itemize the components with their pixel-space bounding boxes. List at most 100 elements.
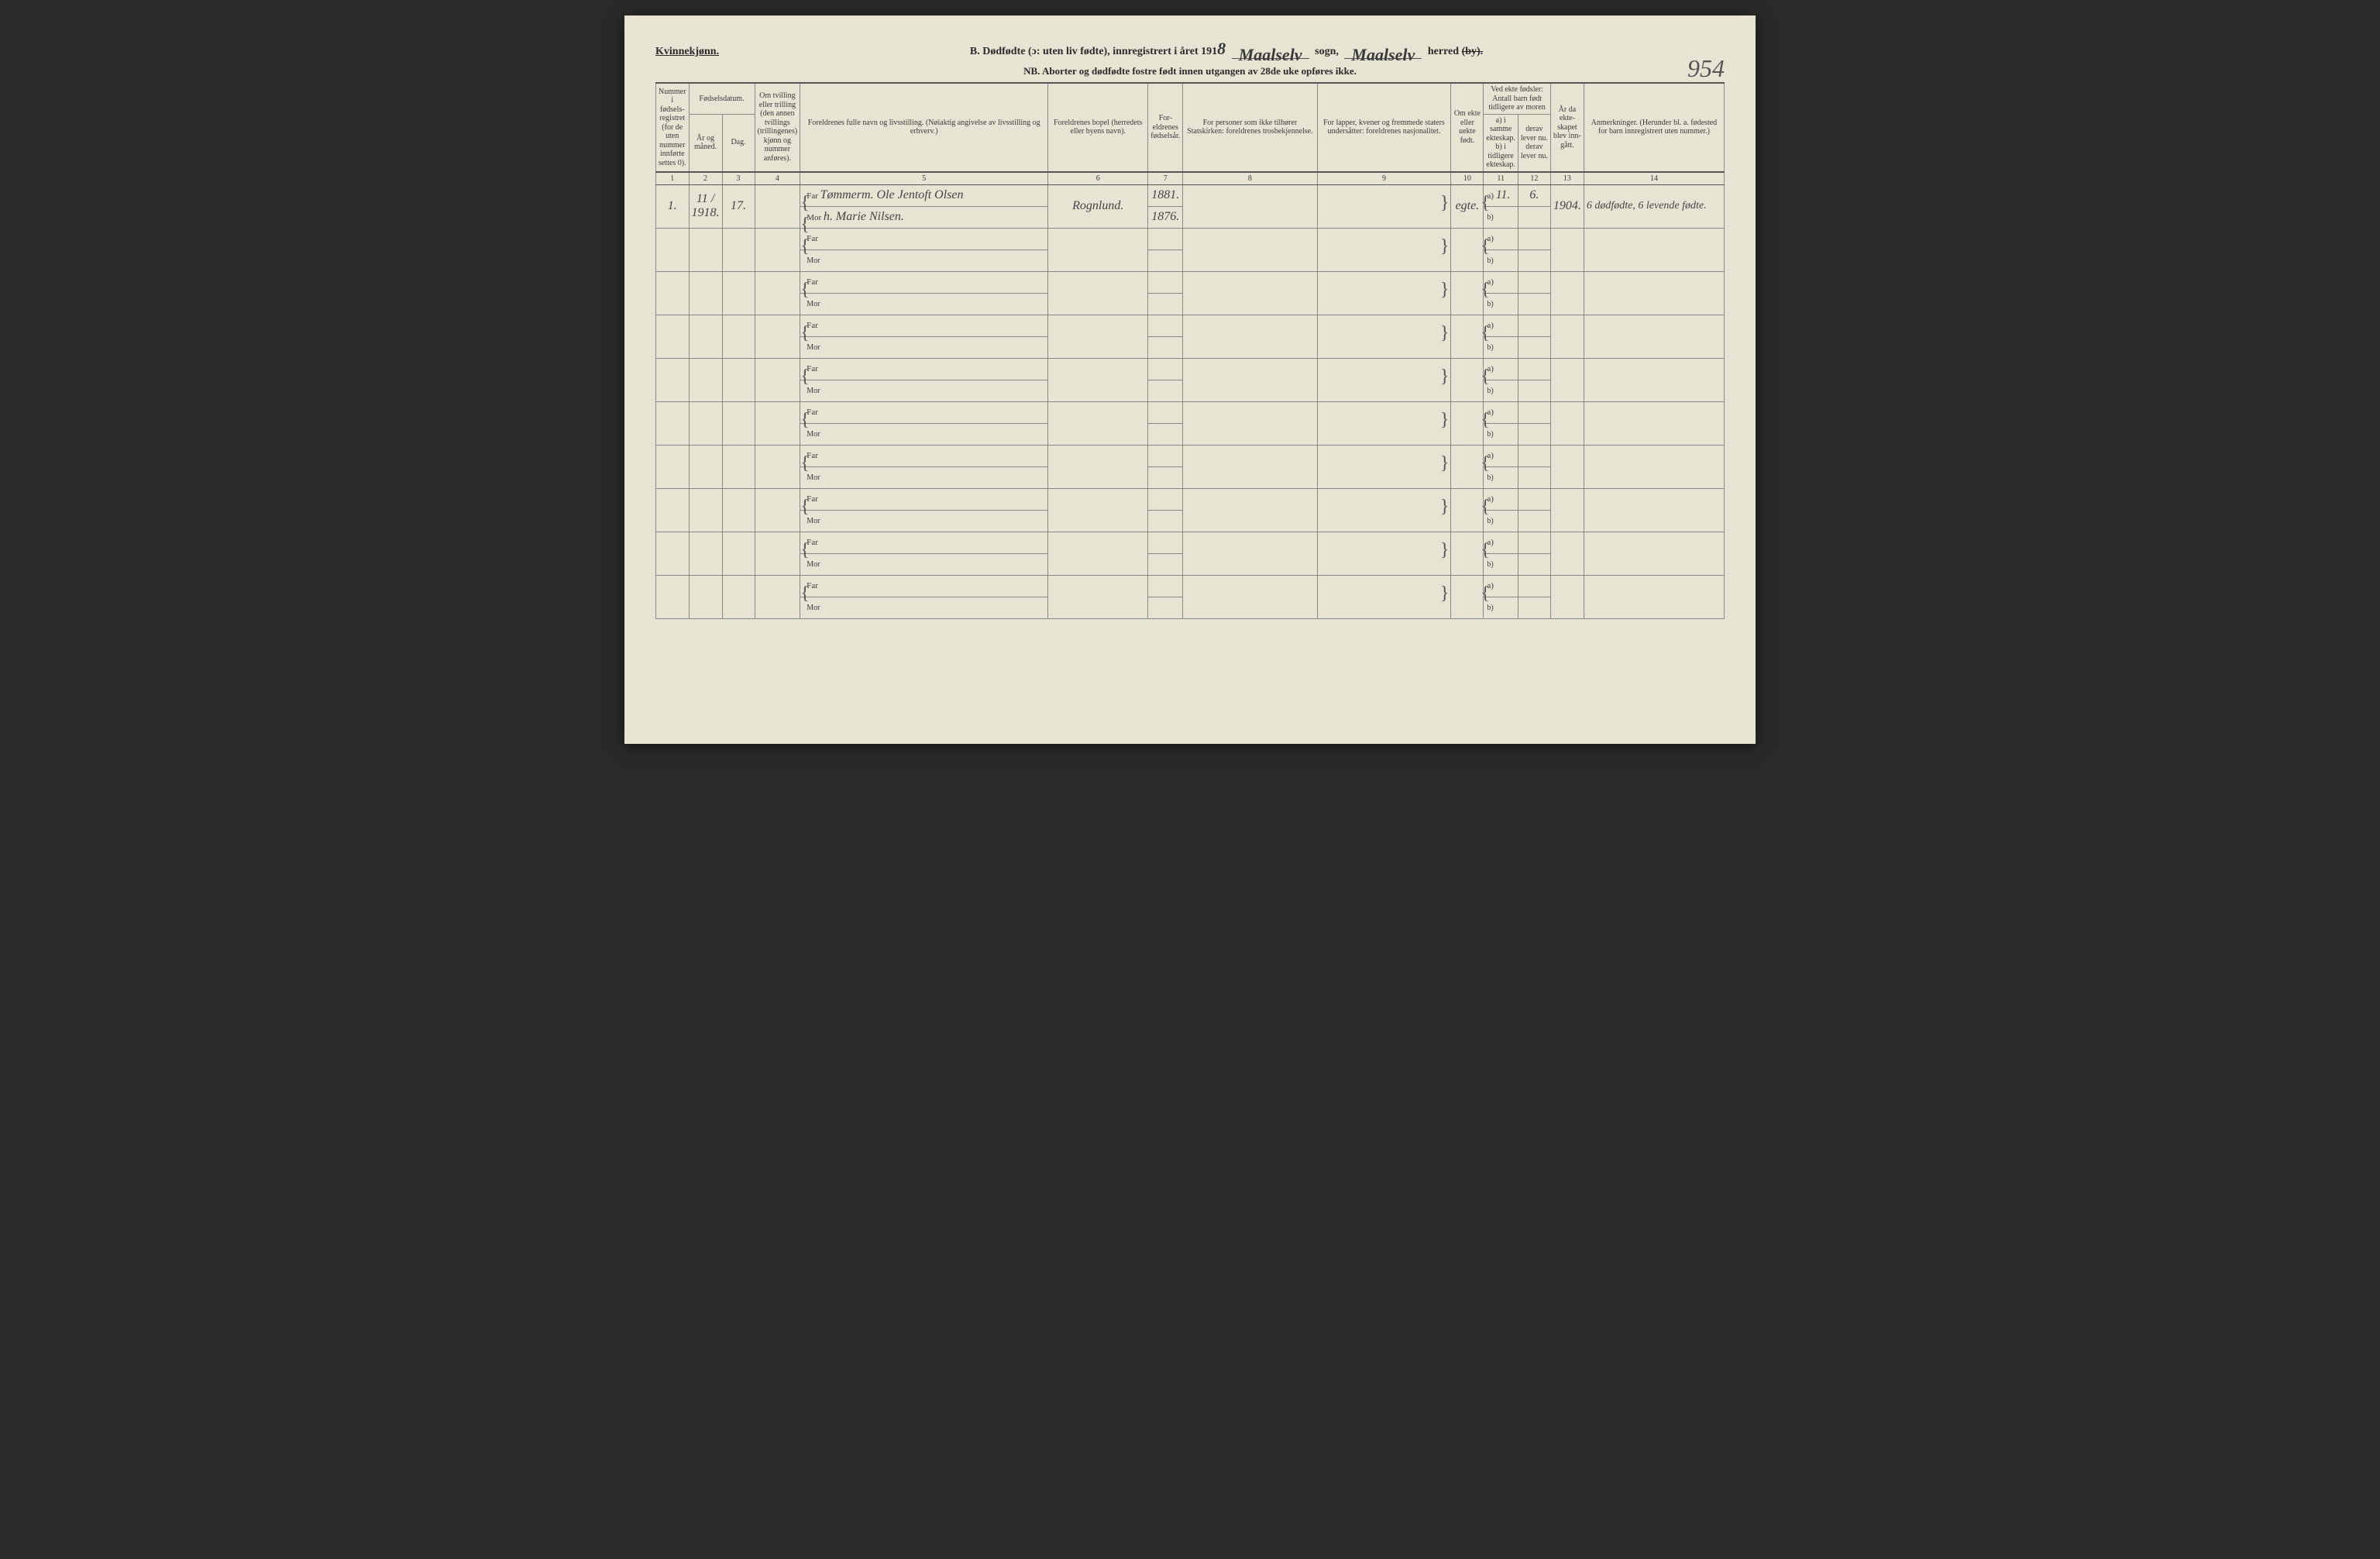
cell-ekte [1451,575,1484,618]
cell-day [722,401,755,445]
cell-far: Far [800,488,1048,510]
gender-label: Kvinnekjønn. [655,46,719,58]
cell-day [722,271,755,315]
b-label: b) [1487,300,1493,308]
cell-twin [755,445,800,488]
cell-bopel [1048,401,1148,445]
cell-mor-year [1148,336,1183,358]
cell-year-month [689,401,722,445]
far-name: Tømmerm. Ole Jentoft Olsen [820,188,964,201]
cell-twin [755,532,800,575]
b-label: b) [1487,604,1493,612]
cell-ekte [1451,532,1484,575]
cell-bopel [1048,271,1148,315]
cell-c12b [1518,250,1550,271]
cell-c9 [1317,228,1451,271]
cell-c12 [1518,228,1550,250]
nb-line: NB. Aborter og dødfødte fostre født inne… [655,65,1725,77]
cell-ekte [1451,488,1484,532]
column-numbers-row: 1 2 3 4 5 6 7 8 9 10 11 12 13 14 [656,172,1725,185]
a-label: a) [1487,538,1494,547]
b-label: b) [1487,473,1493,482]
table-row: Far a) [656,488,1725,510]
col-2-header: År og måned. [689,114,722,172]
a-label: a) [1487,321,1494,330]
cell-mor: Mor [800,597,1048,618]
far-label: Far [807,191,818,201]
cell-c14 [1584,358,1724,401]
cell-far: Far Tømmerm. Ole Jentoft Olsen [800,184,1048,206]
a-label: a) [1487,191,1494,201]
colnum: 6 [1048,172,1148,185]
cell-a: a) [1484,445,1518,466]
page-number: 954 [1687,54,1725,83]
cell-a: a) [1484,488,1518,510]
colnum: 5 [800,172,1048,185]
colnum: 3 [722,172,755,185]
mor-name: h. Marie Nilsen. [824,210,904,223]
cell-year-month [689,228,722,271]
cell-c12b [1518,380,1550,401]
cell-c13 [1550,315,1584,358]
cell-c12b [1518,423,1550,445]
cell-far: Far [800,358,1048,380]
cell-mor: Mor h. Marie Nilsen. [800,206,1048,228]
cell-c12b [1518,510,1550,532]
cell-c14 [1584,228,1724,271]
cell-num: 1. [656,184,690,228]
cell-mor: Mor [800,510,1048,532]
cell-c8 [1183,358,1317,401]
cell-mor: Mor [800,423,1048,445]
cell-bopel: Rognlund. [1048,184,1148,228]
title-prefix: B. Dødfødte (ɔ: uten liv fødte), innregi… [970,46,1217,57]
a-label: a) [1487,277,1494,287]
col-7-header: For-eldrenes fødselsår. [1148,83,1183,172]
cell-c9 [1317,532,1451,575]
cell-a: a) [1484,575,1518,597]
herred-hand: Maalselv [1351,45,1415,65]
cell-c8 [1183,271,1317,315]
b-label: b) [1487,387,1493,395]
col-9-header: For lapper, kvener og fremmede staters u… [1317,83,1451,172]
cell-a: a) 11. [1484,184,1518,206]
mor-label: Mor [807,343,820,352]
cell-c8 [1183,228,1317,271]
cell-c13 [1550,445,1584,488]
cell-a: a) [1484,271,1518,293]
mor-label: Mor [807,604,820,612]
cell-ekte [1451,445,1484,488]
cell-num [656,358,690,401]
cell-twin [755,184,800,228]
cell-far: Far [800,228,1048,250]
cell-c13: 1904. [1550,184,1584,228]
colnum: 4 [755,172,800,185]
cell-mor-year [1148,553,1183,575]
b-label: b) [1487,343,1493,352]
colnum: 13 [1550,172,1584,185]
cell-mor: Mor [800,336,1048,358]
b-label: b) [1487,517,1493,525]
cell-ekte [1451,271,1484,315]
table-body: 1. 11 / 1918. 17. Far Tømmerm. Ole Jento… [656,184,1725,618]
cell-mor-year [1148,380,1183,401]
table-row: Fara) [656,358,1725,380]
cell-far-year [1148,358,1183,380]
cell-c9 [1317,401,1451,445]
cell-num [656,228,690,271]
cell-c12b [1518,336,1550,358]
col-8-header: For personer som ikke tilhører Statskirk… [1183,83,1317,172]
register-table: Nummer i fødsels-registret (for de uten … [655,82,1725,619]
cell-c12 [1518,358,1550,380]
b-label: b) [1487,256,1493,265]
far-label: Far [807,364,818,373]
cell-far-year [1148,401,1183,423]
cell-mor: Mor [800,466,1048,488]
cell-day [722,315,755,358]
cell-bopel [1048,315,1148,358]
cell-c12 [1518,315,1550,336]
table-row: Fara) [656,445,1725,466]
colnum: 11 [1484,172,1518,185]
cell-ekte [1451,358,1484,401]
colnum: 10 [1451,172,1484,185]
cell-year-month [689,315,722,358]
